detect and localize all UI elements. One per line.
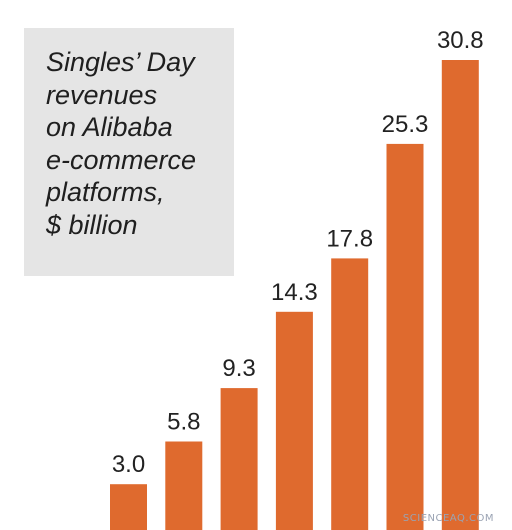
bar-value-label: 25.3	[382, 111, 429, 138]
bar	[386, 143, 424, 530]
bar-value-label: 9.3	[222, 355, 255, 382]
bar	[220, 388, 258, 530]
bar-value-label: 5.8	[167, 409, 200, 436]
chart-title-line: platforms,	[46, 177, 165, 207]
bar-value-label: 3.0	[112, 451, 145, 478]
bar	[110, 484, 147, 530]
chart-title-line: e-commerce	[46, 144, 197, 175]
chart-title-line: revenues	[46, 79, 158, 110]
bar-value-label: 17.8	[326, 225, 373, 252]
chart-title-line: on Alibaba	[46, 112, 173, 142]
bar	[331, 258, 369, 530]
bar-value-label: 30.8	[437, 27, 484, 54]
chart-title-line: $ billion	[46, 209, 138, 240]
bar	[165, 441, 203, 530]
chart-title-box: Singles’ Day revenues on Alibaba e-comme…	[24, 28, 234, 276]
bar	[441, 60, 479, 530]
bar	[275, 311, 313, 530]
chart-title-line: Singles’ Day	[46, 47, 195, 77]
bar-value-label: 14.3	[271, 279, 318, 306]
watermark: SCIENCEAQ.COM	[402, 513, 494, 524]
